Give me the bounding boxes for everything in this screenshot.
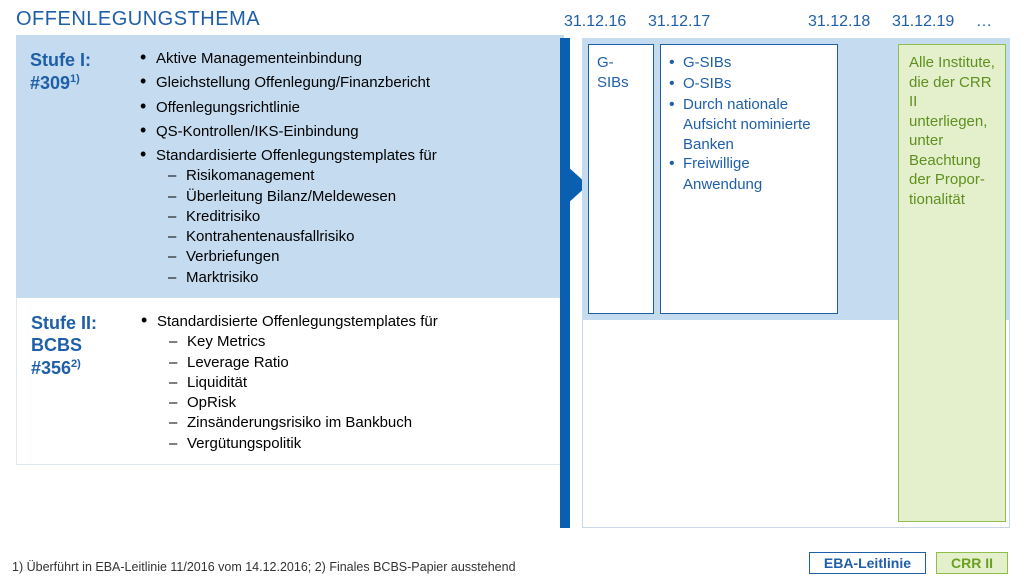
stage-1-sup: 1) (70, 73, 80, 85)
date-cell: 31.12.18 (808, 13, 892, 31)
dash-item: Überleitung Bilanz/Meldewesen (168, 187, 550, 207)
timeline-col-2016: G-SIBs (588, 44, 654, 314)
dash-item: Zinsänderungsrisiko im Bankbuch (169, 413, 549, 433)
stage-1: Stufe I: #3091) Aktive Managementeinbind… (16, 35, 564, 298)
date-cell: 31.12.17 (648, 13, 808, 31)
bullet-item: Gleichstellung Offenlegung/Finanzbericht (140, 69, 550, 93)
stage-2-body: Standardisierte Offenlegungstemplates fü… (141, 308, 549, 454)
bullet-item: Offenlegungsrichtlinie (140, 94, 550, 118)
main-title: OFFENLEGUNGSTHEMA (16, 8, 564, 31)
stage-2-label: Stufe II: BCBS #3562) (31, 308, 141, 454)
date-row: 31.12.1631.12.1731.12.1831.12.19… (564, 13, 996, 31)
stage-2-label-line3: #356 (31, 358, 71, 378)
date-cell: 31.12.16 (564, 13, 648, 31)
dash-item: Risikomanagement (168, 166, 550, 186)
timeline-item: Freiwillige Anwendung (669, 154, 829, 194)
legend-crr2: CRR II (936, 552, 1008, 574)
date-cell: … (976, 13, 996, 31)
timeline-item: O-SIBs (669, 74, 829, 95)
stage-1-label: Stufe I: #3091) (30, 45, 140, 288)
stage-1-body: Aktive ManagementeinbindungGleichstellun… (140, 45, 550, 288)
dash-item: OpRisk (169, 393, 549, 413)
stage-1-bullets: Aktive ManagementeinbindungGleichstellun… (140, 45, 550, 166)
dash-item: Vergütungspolitik (169, 434, 549, 454)
stage-2: Stufe II: BCBS #3562) Standardisierte Of… (16, 298, 564, 465)
stage-2-sublist: Key MetricsLeverage RatioLiquiditätOpRis… (141, 332, 549, 454)
dash-item: Liquidität (169, 373, 549, 393)
stage-2-lead: Standardisierte Offenlegungstemplates fü… (141, 308, 549, 332)
legend: EBA-Leitlinie CRR II (809, 552, 1008, 574)
timeline-col-crr2: Alle In­stitute, die der CRR II unterlie… (898, 44, 1006, 522)
stage-1-sublist: RisikomanagementÜberleitung Bilanz/Melde… (140, 166, 550, 288)
dash-item: Verbriefungen (168, 247, 550, 267)
blue-timeline-bar (560, 38, 570, 528)
stage-1-label-line2: #309 (30, 73, 70, 93)
dash-item: Kreditrisiko (168, 207, 550, 227)
bullet-item: Aktive Managementeinbindung (140, 45, 550, 69)
timeline-panel: G-SIBsG-SIBsO-SIBsDurch nationale Aufsic… (582, 38, 1010, 528)
dash-item: Leverage Ratio (169, 353, 549, 373)
stage-2-bullets: Standardisierte Offenlegungstemplates fü… (141, 308, 549, 332)
themes-panel: Stufe I: #3091) Aktive Managementeinbind… (16, 35, 564, 465)
date-cell: 31.12.19 (892, 13, 976, 31)
bullet-item: QS-Kontrollen/IKS-Einbindung (140, 118, 550, 142)
stage-1-label-line1: Stufe I: (30, 50, 91, 70)
bullet-item: Standardisierte Offenlegungstemplates fü… (140, 142, 550, 166)
stage-2-label-line2: BCBS (31, 335, 82, 355)
header-row: OFFENLEGUNGSTHEMA 31.12.1631.12.1731.12.… (0, 0, 1024, 35)
footnote: 1) Überführt in EBA-Leitlinie 11/2016 vo… (12, 560, 516, 574)
dash-item: Key Metrics (169, 332, 549, 352)
dash-item: Marktrisiko (168, 268, 550, 288)
timeline-col-2017: G-SIBsO-SIBsDurch nationale Aufsicht nom… (660, 44, 838, 314)
timeline-item: Durch nationale Aufsicht nomi­nierte Ban… (669, 95, 829, 155)
timeline-item: G-SIBs (669, 53, 829, 74)
dash-item: Kontrahentenausfallrisiko (168, 227, 550, 247)
stage-2-label-line1: Stufe II: (31, 313, 97, 333)
stage-2-sup: 2) (71, 358, 81, 370)
legend-eba: EBA-Leitlinie (809, 552, 926, 574)
